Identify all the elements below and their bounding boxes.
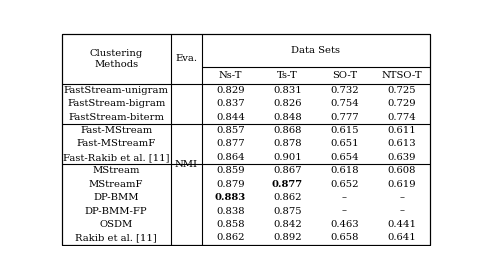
Text: Fast-MStreamF: Fast-MStreamF <box>76 139 156 148</box>
Text: 0.615: 0.615 <box>330 126 359 135</box>
Text: SO-T: SO-T <box>332 71 357 80</box>
Text: 0.878: 0.878 <box>273 139 302 148</box>
Text: 0.641: 0.641 <box>387 233 416 242</box>
Text: 0.774: 0.774 <box>387 113 416 122</box>
Text: DP-BMM: DP-BMM <box>94 193 139 202</box>
Text: 0.754: 0.754 <box>330 99 359 108</box>
Text: 0.831: 0.831 <box>273 86 302 95</box>
Text: FastStream-unigram: FastStream-unigram <box>64 86 168 95</box>
Text: 0.857: 0.857 <box>216 126 245 135</box>
Text: 0.883: 0.883 <box>215 193 246 202</box>
Text: 0.777: 0.777 <box>330 113 359 122</box>
Text: MStream: MStream <box>93 166 140 175</box>
Text: 0.838: 0.838 <box>216 206 245 216</box>
Text: 0.859: 0.859 <box>216 166 245 175</box>
Text: 0.877: 0.877 <box>272 180 303 189</box>
Text: 0.613: 0.613 <box>387 139 416 148</box>
Text: 0.652: 0.652 <box>330 180 359 189</box>
Text: Ts-T: Ts-T <box>277 71 298 80</box>
Text: 0.901: 0.901 <box>273 153 302 162</box>
Text: Ns-T: Ns-T <box>218 71 242 80</box>
Text: 0.868: 0.868 <box>273 126 302 135</box>
Text: 0.867: 0.867 <box>273 166 302 175</box>
Text: 0.826: 0.826 <box>273 99 302 108</box>
Text: 0.654: 0.654 <box>330 153 359 162</box>
Text: 0.837: 0.837 <box>216 99 245 108</box>
Text: 0.862: 0.862 <box>273 193 302 202</box>
Text: –: – <box>399 193 404 202</box>
Text: 0.618: 0.618 <box>330 166 359 175</box>
Text: 0.875: 0.875 <box>273 206 302 216</box>
Text: 0.858: 0.858 <box>216 220 245 229</box>
Text: Fast-Rakib et al. [11]: Fast-Rakib et al. [11] <box>63 153 169 162</box>
Text: OSDM: OSDM <box>99 220 133 229</box>
Text: MStreamF: MStreamF <box>89 180 144 189</box>
Text: 0.864: 0.864 <box>216 153 245 162</box>
Text: 0.842: 0.842 <box>273 220 302 229</box>
Text: 0.608: 0.608 <box>387 166 416 175</box>
Text: 0.725: 0.725 <box>387 86 416 95</box>
Text: FastStream-bigram: FastStream-bigram <box>67 99 166 108</box>
Text: 0.463: 0.463 <box>330 220 359 229</box>
Text: 0.862: 0.862 <box>216 233 245 242</box>
Text: 0.729: 0.729 <box>387 99 416 108</box>
Text: 0.892: 0.892 <box>273 233 302 242</box>
Text: 0.651: 0.651 <box>330 139 359 148</box>
Text: –: – <box>342 193 347 202</box>
Text: FastStream-biterm: FastStream-biterm <box>68 113 164 122</box>
Text: DP-BMM-FP: DP-BMM-FP <box>85 206 147 216</box>
Text: –: – <box>342 206 347 216</box>
Text: 0.619: 0.619 <box>387 180 416 189</box>
Text: 0.611: 0.611 <box>387 126 416 135</box>
Text: 0.732: 0.732 <box>330 86 359 95</box>
Text: 0.848: 0.848 <box>273 113 302 122</box>
Text: 0.844: 0.844 <box>216 113 245 122</box>
Text: 0.877: 0.877 <box>216 139 245 148</box>
Text: 0.441: 0.441 <box>387 220 416 229</box>
Text: 0.658: 0.658 <box>330 233 359 242</box>
Text: Rakib et al. [11]: Rakib et al. [11] <box>75 233 157 242</box>
Text: 0.829: 0.829 <box>216 86 245 95</box>
Text: Clustering
Methods: Clustering Methods <box>90 49 143 69</box>
Text: 0.879: 0.879 <box>216 180 245 189</box>
Text: –: – <box>399 206 404 216</box>
Text: 0.639: 0.639 <box>387 153 416 162</box>
Text: Fast-MStream: Fast-MStream <box>80 126 152 135</box>
Text: Data Sets: Data Sets <box>291 46 340 55</box>
Text: NMI: NMI <box>175 160 198 169</box>
Text: Eva.: Eva. <box>175 54 197 63</box>
Text: NTSO-T: NTSO-T <box>381 71 422 80</box>
